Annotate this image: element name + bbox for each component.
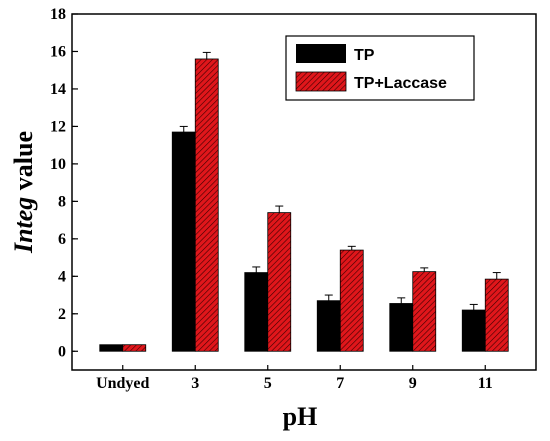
x-tick-label: 11 (478, 375, 493, 392)
bar-tp-laccase (339, 249, 364, 352)
bar-tp (461, 309, 486, 352)
bar-tp (99, 344, 124, 352)
bar-tp (244, 272, 269, 352)
bar-tp-laccase (122, 344, 147, 352)
y-tick-label: 10 (50, 156, 66, 173)
y-tick-label: 16 (50, 43, 66, 60)
bar-tp-laccase (194, 58, 219, 352)
bars-layer (99, 51, 509, 352)
x-tick-label: 5 (264, 375, 272, 392)
x-tick-label: 7 (336, 375, 344, 392)
x-axis-title: pH (283, 402, 318, 431)
plot-frame (71, 13, 537, 371)
bar-tp-laccase (412, 271, 437, 352)
bar-tp (316, 300, 341, 352)
legend-label-tp: TP (354, 47, 375, 64)
legend: TP TP+Laccase (285, 35, 475, 101)
x-tick-label: 9 (409, 375, 417, 392)
y-tick-label: 8 (58, 193, 66, 210)
bar-tp-laccase (484, 278, 509, 352)
y-tick-label: 2 (58, 306, 66, 323)
bar-tp (389, 303, 414, 352)
x-tick-label: Undyed (96, 375, 149, 392)
legend-swatch-tp-laccase (295, 71, 347, 92)
y-tick-label: 6 (58, 231, 66, 248)
bar-tp (171, 131, 196, 352)
bar-tp-laccase (267, 212, 292, 352)
y-tick-label: 12 (50, 118, 66, 135)
x-axis-ticks: Undyed 3 5 7 9 11 (96, 365, 493, 392)
y-axis-ticks: 0 2 4 6 8 10 12 14 16 18 (50, 6, 78, 360)
y-tick-label: 0 (58, 343, 66, 360)
y-tick-label: 14 (50, 81, 66, 98)
y-axis-title: Integ value (9, 131, 38, 254)
y-tick-label: 18 (50, 6, 66, 23)
legend-swatch-tp (296, 44, 346, 63)
x-tick-label: 3 (191, 375, 199, 392)
y-tick-label: 4 (58, 268, 66, 285)
legend-label-tp-laccase: TP+Laccase (354, 75, 447, 92)
